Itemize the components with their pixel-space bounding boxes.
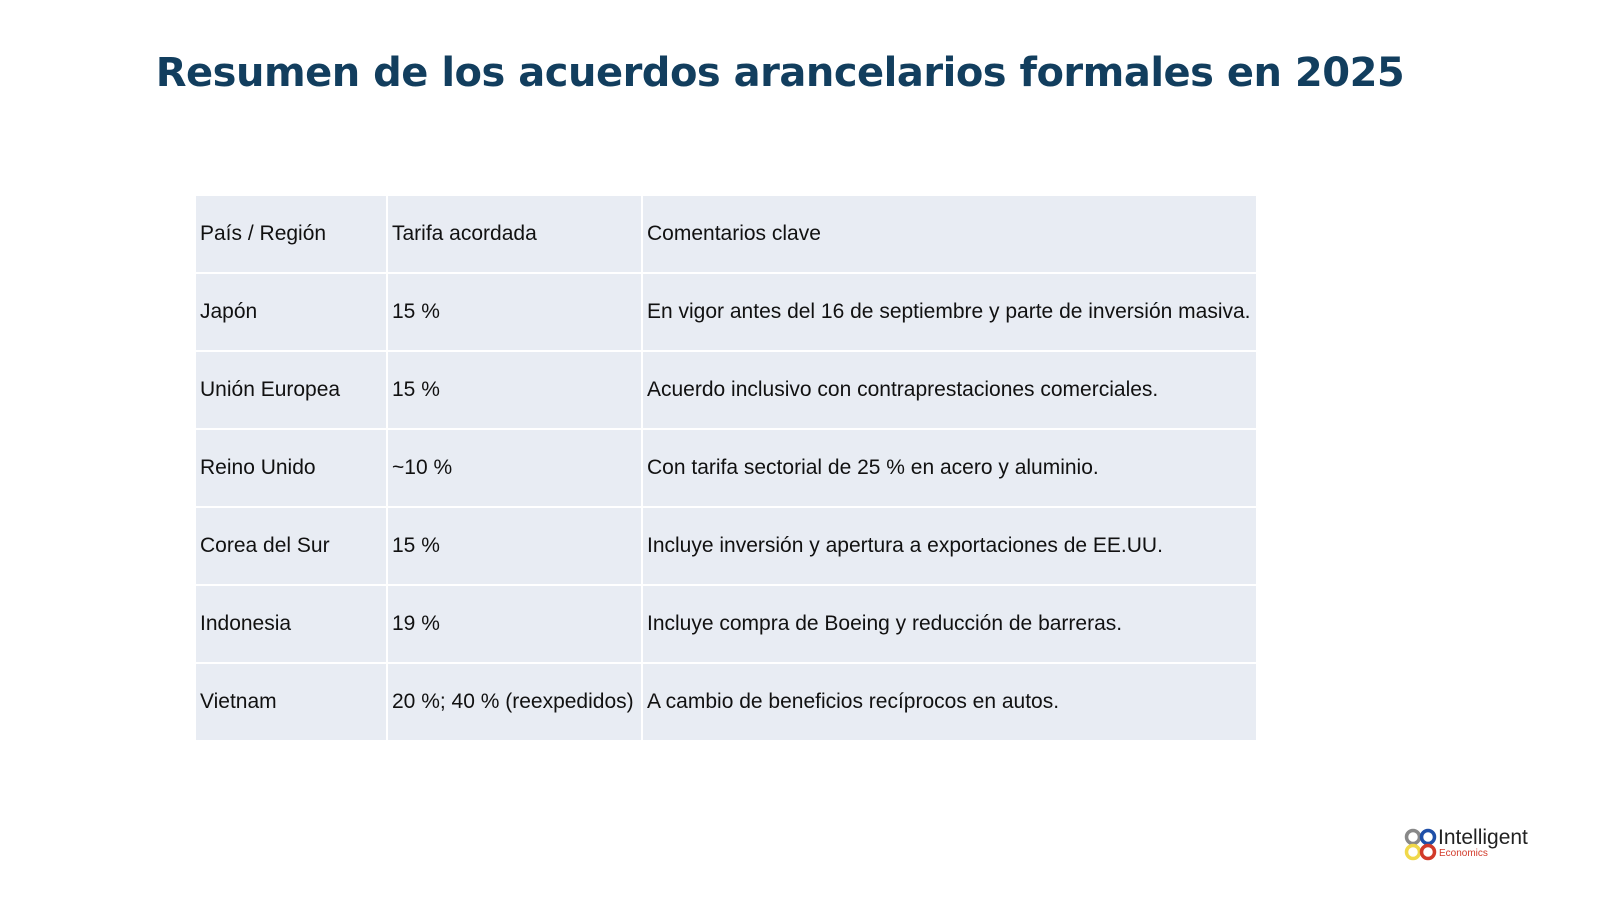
cell-comments: Con tarifa sectorial de 25 % en acero y … <box>641 428 1256 508</box>
cell-tariff: ~10 % <box>386 428 643 508</box>
table-row: Indonesia 19 % Incluye compra de Boeing … <box>196 584 1256 664</box>
header-tariff: Tarifa acordada <box>386 196 643 274</box>
cell-tariff: 15 % <box>386 506 643 586</box>
table-row: Japón 15 % En vigor antes del 16 de sept… <box>196 272 1256 352</box>
table-row: Vietnam 20 %; 40 % (reexpedidos) A cambi… <box>196 662 1256 740</box>
cell-comments: Acuerdo inclusivo con contraprestaciones… <box>641 350 1256 430</box>
header-country: País / Región <box>196 196 388 274</box>
intelligent-economics-logo: Intelligent Economics <box>1404 826 1544 866</box>
table-row: Corea del Sur 15 % Incluye inversión y a… <box>196 506 1256 586</box>
table-row: Unión Europea 15 % Acuerdo inclusivo con… <box>196 350 1256 430</box>
cell-tariff: 15 % <box>386 350 643 430</box>
cell-comments: A cambio de beneficios recíprocos en aut… <box>641 662 1256 740</box>
cell-comments: En vigor antes del 16 de septiembre y pa… <box>641 272 1256 352</box>
cell-comments: Incluye inversión y apertura a exportaci… <box>641 506 1256 586</box>
cell-country: Unión Europea <box>196 350 388 430</box>
logo-sub: Economics <box>1439 848 1488 859</box>
cell-country: Reino Unido <box>196 428 388 508</box>
header-comments: Comentarios clave <box>641 196 1256 274</box>
cell-tariff: 19 % <box>386 584 643 664</box>
cell-comments: Incluye compra de Boeing y reducción de … <box>641 584 1256 664</box>
cell-country: Corea del Sur <box>196 506 388 586</box>
cell-tariff: 20 %; 40 % (reexpedidos) <box>386 662 643 740</box>
cell-tariff: 15 % <box>386 272 643 352</box>
table-header-row: País / Región Tarifa acordada Comentario… <box>196 196 1256 274</box>
logo-mark-icon <box>1404 828 1437 861</box>
cell-country: Indonesia <box>196 584 388 664</box>
tariff-table: País / Región Tarifa acordada Comentario… <box>196 196 1256 740</box>
cell-country: Japón <box>196 272 388 352</box>
table-row: Reino Unido ~10 % Con tarifa sectorial d… <box>196 428 1256 508</box>
page-title: Resumen de los acuerdos arancelarios for… <box>155 50 1405 96</box>
logo-name: Intelligent <box>1438 826 1528 849</box>
cell-country: Vietnam <box>196 662 388 740</box>
